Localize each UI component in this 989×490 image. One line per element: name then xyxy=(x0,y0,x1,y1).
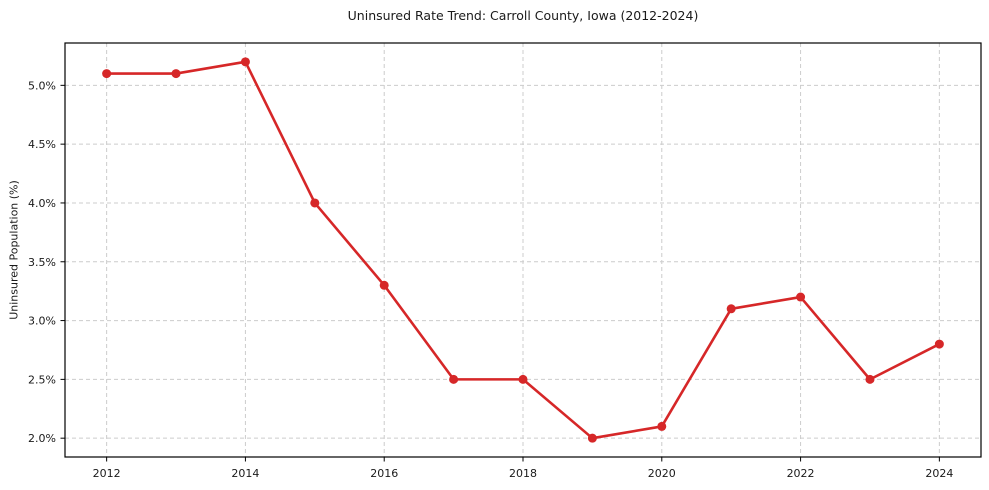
data-point-2016 xyxy=(379,280,389,290)
x-tick-label-2014: 2014 xyxy=(231,467,259,480)
data-point-2022 xyxy=(796,292,806,302)
data-point-2019 xyxy=(587,433,597,443)
data-point-2012 xyxy=(102,69,112,79)
x-tick-label-2012: 2012 xyxy=(93,467,121,480)
y-tick-label-3.5: 3.5% xyxy=(28,256,56,269)
data-point-2021 xyxy=(726,304,736,314)
data-point-2017 xyxy=(449,374,459,384)
data-point-2014 xyxy=(240,57,250,67)
y-tick-label-4.5: 4.5% xyxy=(28,138,56,151)
data-point-2015 xyxy=(310,198,320,208)
data-point-2020 xyxy=(657,421,667,431)
y-tick-label-2.5: 2.5% xyxy=(28,373,56,386)
data-point-2024 xyxy=(934,339,944,349)
x-tick-label-2022: 2022 xyxy=(787,467,815,480)
x-tick-label-2016: 2016 xyxy=(370,467,398,480)
data-point-2023 xyxy=(865,374,875,384)
data-point-2013 xyxy=(171,69,181,79)
x-tick-label-2024: 2024 xyxy=(925,467,953,480)
y-tick-label-2: 2.0% xyxy=(28,432,56,445)
x-tick-label-2020: 2020 xyxy=(648,467,676,480)
y-tick-label-5: 5.0% xyxy=(28,79,56,92)
data-point-2018 xyxy=(518,374,528,384)
chart-title: Uninsured Rate Trend: Carroll County, Io… xyxy=(347,8,699,23)
x-tick-label-2018: 2018 xyxy=(509,467,537,480)
y-tick-label-4: 4.0% xyxy=(28,197,56,210)
y-tick-label-3: 3.0% xyxy=(28,315,56,328)
